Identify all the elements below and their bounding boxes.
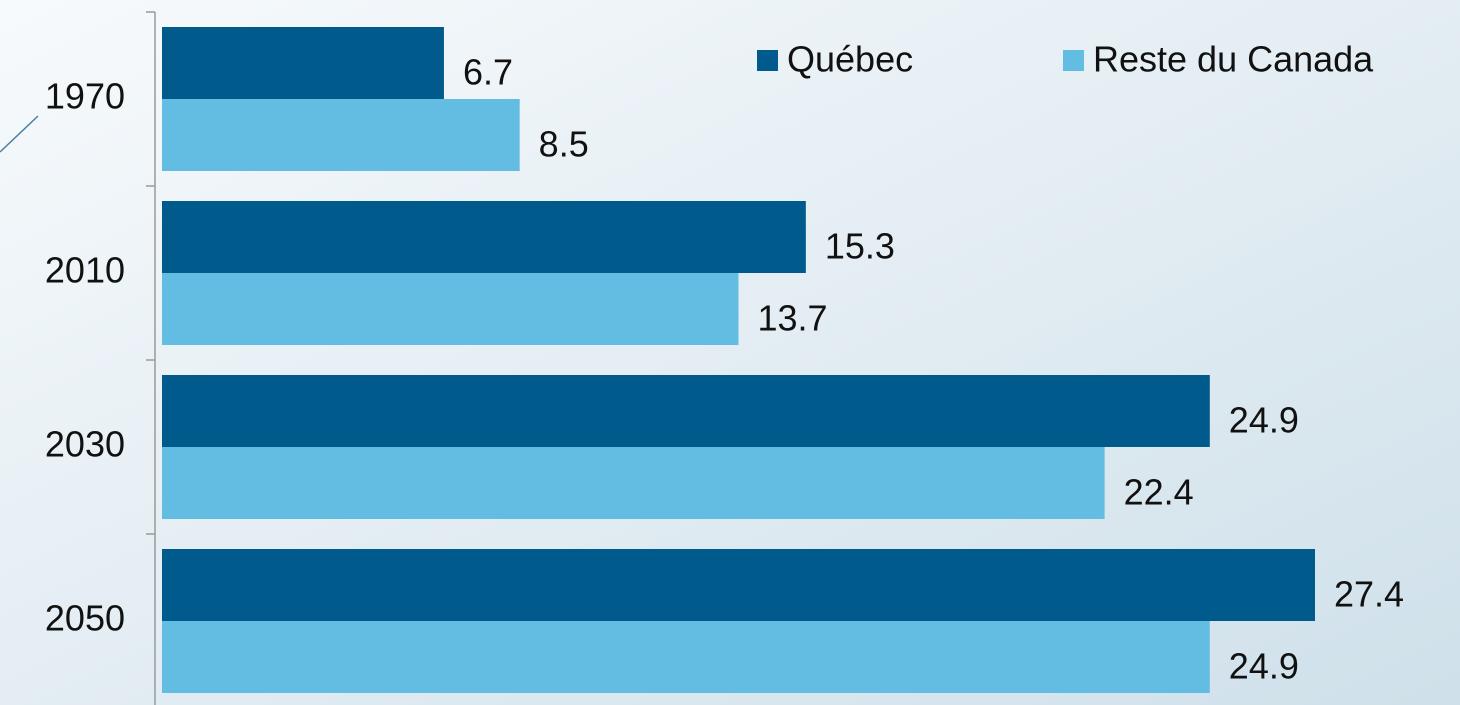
- value-label: 8.5: [539, 124, 589, 165]
- value-label: 15.3: [825, 226, 895, 267]
- plot-area: 1970 6.7 8.5 2010 15.3 13.7 2030 24.9 22.4 2050 27…: [45, 11, 1404, 705]
- legend-label: Québec: [787, 39, 913, 80]
- y-tick-label: 2010: [45, 250, 125, 291]
- value-label: 24.9: [1229, 400, 1299, 441]
- legend-swatch: [757, 50, 778, 71]
- value-label: 24.9: [1229, 646, 1299, 687]
- value-label: 22.4: [1124, 472, 1194, 513]
- y-tick-label: 2030: [45, 424, 125, 465]
- value-label: 13.7: [758, 298, 828, 339]
- bar: [162, 273, 739, 345]
- bar: [162, 27, 444, 99]
- bar: [162, 621, 1210, 693]
- bar: [162, 99, 520, 171]
- y-tick-label: 1970: [45, 76, 125, 117]
- value-label: 27.4: [1334, 574, 1404, 615]
- bar: [162, 375, 1210, 447]
- bar: [162, 447, 1105, 519]
- y-tick-label: 2050: [45, 598, 125, 639]
- value-label: 6.7: [463, 52, 513, 93]
- bar: [162, 549, 1315, 621]
- bar: [162, 201, 806, 273]
- decoration: [0, 115, 39, 153]
- legend-swatch: [1063, 50, 1084, 71]
- legend-label: Reste du Canada: [1093, 39, 1374, 80]
